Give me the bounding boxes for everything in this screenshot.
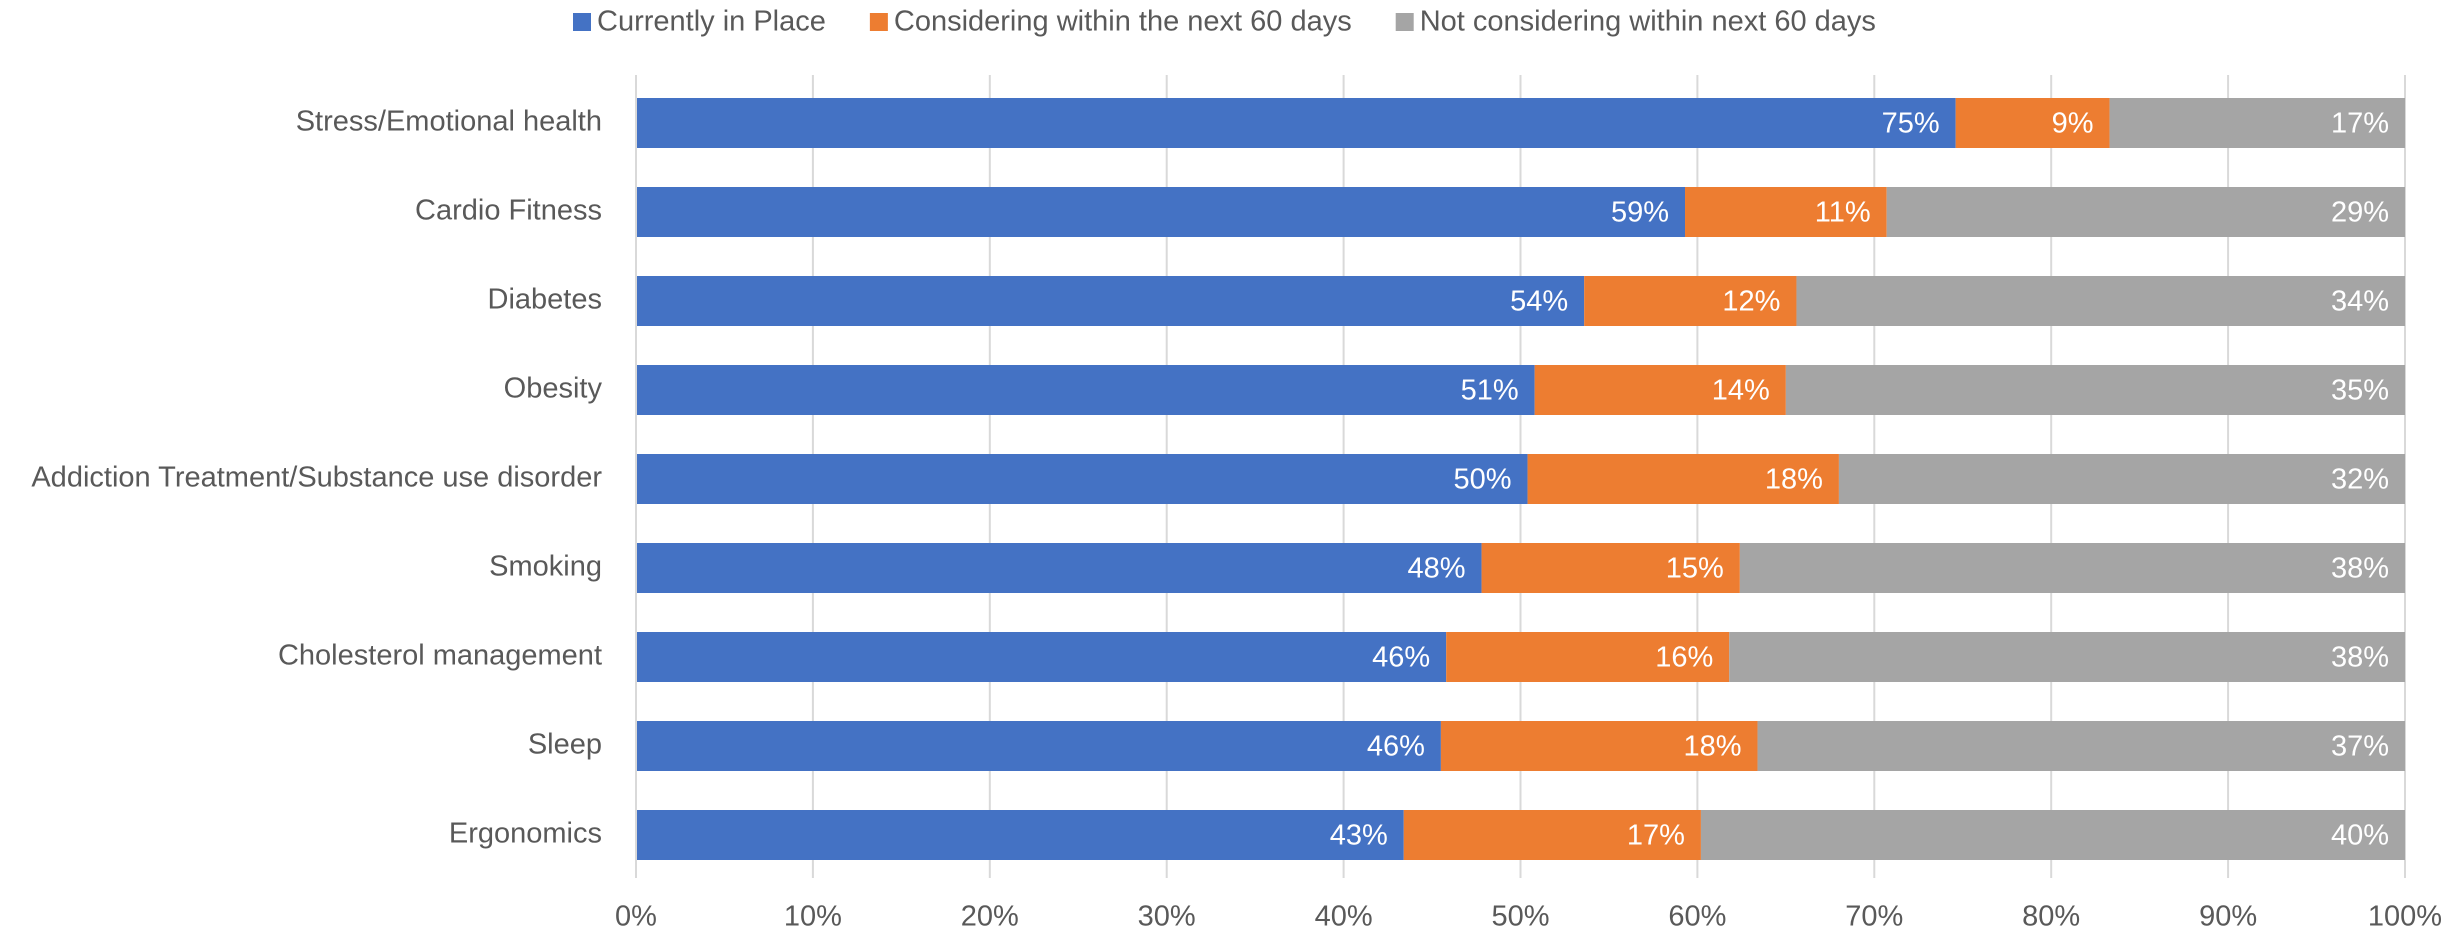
bar-segment bbox=[636, 632, 1447, 682]
x-tick-label: 0% bbox=[615, 901, 657, 929]
bar-segment bbox=[636, 454, 1528, 504]
y-tick-label: Diabetes bbox=[488, 284, 602, 316]
x-tick-label: 40% bbox=[1315, 901, 1373, 929]
legend-label: Considering within the next 60 days bbox=[894, 6, 1352, 38]
bar-segment bbox=[1446, 632, 1730, 682]
data-label: 32% bbox=[2331, 464, 2389, 496]
bar-segment bbox=[2109, 98, 2405, 148]
legend-label: Not considering within next 60 days bbox=[1420, 6, 1876, 38]
y-tick-label: Addiction Treatment/Substance use disord… bbox=[31, 462, 602, 494]
bar-segment bbox=[1739, 543, 2405, 593]
bar-segment bbox=[1584, 276, 1797, 326]
y-tick-label: Ergonomics bbox=[449, 818, 602, 850]
bar-segment bbox=[636, 543, 1482, 593]
bar-segment bbox=[1685, 187, 1887, 237]
data-label: 46% bbox=[1372, 642, 1430, 674]
x-tick-label: 10% bbox=[784, 901, 842, 929]
bar-segment bbox=[1838, 454, 2405, 504]
data-label: 50% bbox=[1454, 464, 1512, 496]
bar-segment bbox=[1796, 276, 2405, 326]
x-tick-label: 80% bbox=[2022, 901, 2080, 929]
y-tick-label: Obesity bbox=[504, 373, 603, 405]
legend-label: Currently in Place bbox=[597, 6, 826, 38]
bar-segment bbox=[1886, 187, 2405, 237]
data-label: 18% bbox=[1683, 731, 1741, 763]
y-tick-label: Cardio Fitness bbox=[415, 195, 602, 227]
bar-segment bbox=[1527, 454, 1839, 504]
data-label: 15% bbox=[1666, 553, 1724, 585]
bar-segment bbox=[1481, 543, 1740, 593]
data-label: 48% bbox=[1408, 553, 1466, 585]
bar-segment bbox=[1785, 365, 2405, 415]
data-label: 18% bbox=[1765, 464, 1823, 496]
data-label: 43% bbox=[1330, 820, 1388, 852]
data-label: 37% bbox=[2331, 731, 2389, 763]
x-tick-label: 20% bbox=[961, 901, 1019, 929]
bar-segment bbox=[636, 98, 1956, 148]
x-tick-label: 30% bbox=[1138, 901, 1196, 929]
x-tick-label: 50% bbox=[1491, 901, 1549, 929]
data-label: 16% bbox=[1655, 642, 1713, 674]
x-tick-label: 100% bbox=[2368, 901, 2442, 929]
bar-segment bbox=[1534, 365, 1786, 415]
bar-segment bbox=[1403, 810, 1701, 860]
legend-swatch bbox=[573, 13, 591, 31]
data-label: 12% bbox=[1722, 286, 1780, 318]
x-tick-label: 60% bbox=[1668, 901, 1726, 929]
bar-segment bbox=[636, 365, 1535, 415]
y-tick-label: Stress/Emotional health bbox=[296, 106, 602, 138]
data-label: 40% bbox=[2331, 820, 2389, 852]
data-label: 29% bbox=[2331, 197, 2389, 229]
data-label: 14% bbox=[1712, 375, 1770, 407]
data-label: 54% bbox=[1510, 286, 1568, 318]
y-tick-label: Cholesterol management bbox=[278, 640, 602, 672]
legend-swatch bbox=[869, 13, 888, 31]
data-label: 38% bbox=[2331, 642, 2389, 674]
data-label: 59% bbox=[1611, 197, 1669, 229]
data-label: 46% bbox=[1367, 731, 1425, 763]
data-label: 17% bbox=[1627, 820, 1685, 852]
bar-segment bbox=[1440, 721, 1758, 771]
data-label: 11% bbox=[1815, 197, 1871, 229]
x-tick-label: 70% bbox=[1845, 901, 1903, 929]
data-label: 38% bbox=[2331, 553, 2389, 585]
data-label: 75% bbox=[1882, 108, 1940, 140]
data-label: 34% bbox=[2331, 286, 2389, 318]
data-label: 17% bbox=[2331, 108, 2389, 140]
data-label: 9% bbox=[2052, 108, 2094, 140]
bar-segment bbox=[1729, 632, 2405, 682]
bar-segment bbox=[1955, 98, 2110, 148]
bar-segment bbox=[636, 810, 1404, 860]
y-tick-label: Smoking bbox=[489, 551, 602, 583]
y-tick-label: Sleep bbox=[528, 729, 602, 761]
legend-swatch bbox=[1395, 13, 1414, 31]
bar-segment bbox=[1700, 810, 2405, 860]
data-label: 51% bbox=[1461, 375, 1519, 407]
bar-segment bbox=[636, 276, 1585, 326]
bar-segment bbox=[636, 187, 1686, 237]
x-tick-label: 90% bbox=[2199, 901, 2257, 929]
bar-segment bbox=[636, 721, 1441, 771]
bar-segment bbox=[1757, 721, 2405, 771]
data-label: 35% bbox=[2331, 375, 2389, 407]
